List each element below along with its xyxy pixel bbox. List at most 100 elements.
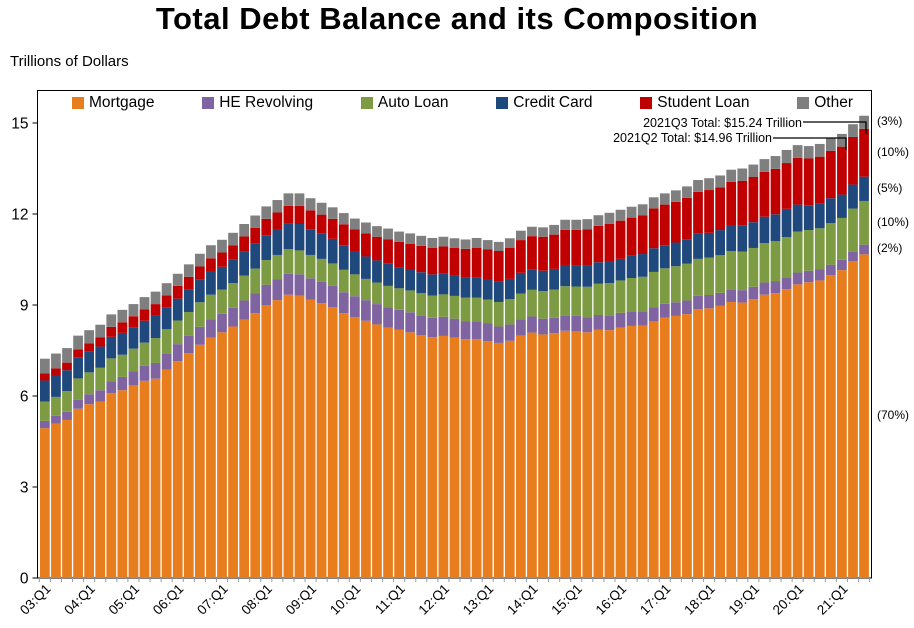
bar-segment-he-revolving — [73, 399, 83, 409]
bar-segment-credit-card — [527, 269, 537, 290]
bar-segment-credit-card — [604, 261, 615, 284]
bar-segment-auto-loan — [84, 372, 95, 395]
bar-segment-he-revolving — [781, 277, 792, 290]
bar-segment-student-loan — [504, 247, 515, 279]
bar-segment-credit-card — [95, 346, 106, 368]
bar-segment-auto-loan — [449, 295, 460, 319]
bar-segment-other — [383, 228, 393, 240]
bar-segment-he-revolving — [825, 264, 836, 276]
bar-segment-other — [516, 230, 526, 241]
bar-segment-he-revolving — [737, 290, 748, 303]
bar-segment-mortgage — [183, 353, 194, 578]
bar-segment-auto-loan — [549, 289, 559, 318]
bar-segment-auto-loan — [161, 329, 172, 354]
bar-segment-he-revolving — [40, 420, 50, 429]
bar-segment-he-revolving — [648, 307, 659, 322]
bar-segment-student-loan — [261, 218, 272, 236]
bar-segment-auto-loan — [172, 320, 183, 345]
bar-segment-student-loan — [84, 343, 95, 352]
bar-segment-he-revolving — [316, 281, 327, 304]
bar-segment-student-loan — [527, 236, 537, 270]
bar-segment-student-loan — [383, 239, 393, 264]
bar-segment-other — [659, 193, 670, 205]
bar-segment-auto-loan — [62, 391, 72, 412]
bar-segment-he-revolving — [615, 312, 626, 328]
bar-segment-auto-loan — [626, 278, 637, 312]
bar-segment-he-revolving — [682, 300, 692, 315]
bar-segment-mortgage — [84, 404, 95, 578]
bar-segment-other — [372, 226, 382, 237]
bar-segment-student-loan — [438, 246, 449, 274]
bar-segment-auto-loan — [538, 291, 548, 319]
bar-segment-mortgage — [615, 327, 626, 578]
bar-segment-student-loan — [228, 245, 238, 260]
share-label-credit-card: (5%) — [877, 180, 903, 195]
bar-segment-he-revolving — [106, 381, 117, 394]
bar-segment-other — [792, 145, 803, 158]
bar-segment-other — [294, 193, 305, 206]
bar-segment-credit-card — [372, 260, 382, 283]
bar-segment-student-loan — [460, 248, 471, 278]
bar-segment-he-revolving — [538, 318, 548, 335]
bar-segment-mortgage — [383, 327, 393, 578]
bar-segment-credit-card — [261, 235, 272, 261]
bar-segment-auto-loan — [294, 250, 305, 275]
bar-segment-auto-loan — [150, 338, 161, 363]
bar-segment-student-loan — [95, 337, 106, 347]
bar-segment-other — [538, 227, 548, 237]
bar-segment-he-revolving — [792, 272, 803, 285]
bar-segment-mortgage — [604, 330, 615, 578]
bar-segment-he-revolving — [449, 318, 460, 338]
bar-segment-mortgage — [582, 332, 593, 578]
bar-segment-mortgage — [361, 320, 371, 578]
bar-segment-credit-card — [338, 245, 349, 270]
bar-segment-he-revolving — [637, 311, 648, 326]
bar-segment-he-revolving — [549, 317, 559, 334]
bar-segment-mortgage — [228, 326, 238, 578]
bar-segment-auto-loan — [693, 258, 703, 296]
bar-segment-auto-loan — [726, 251, 737, 290]
bar-segment-auto-loan — [183, 311, 194, 336]
bar-segment-mortgage — [206, 337, 216, 578]
bar-segment-other — [770, 156, 781, 169]
bar-segment-auto-loan — [383, 285, 393, 308]
bar-segment-student-loan — [239, 236, 250, 252]
bar-segment-mortgage — [759, 294, 770, 578]
bar-segment-student-loan — [161, 295, 172, 308]
bar-segment-he-revolving — [803, 270, 814, 283]
bar-segment-mortgage — [659, 317, 670, 578]
share-label-mortgage: (70%) — [877, 408, 910, 423]
bar-segment-credit-card — [803, 205, 814, 231]
bar-segment-auto-loan — [493, 301, 504, 327]
bar-segment-credit-card — [73, 357, 83, 379]
bar-segment-auto-loan — [759, 243, 770, 283]
x-axis-tick-label: 17:Q1 — [637, 581, 674, 618]
bar-segment-auto-loan — [837, 217, 847, 260]
bar-segment-other — [504, 238, 515, 248]
bar-segment-he-revolving — [560, 315, 571, 331]
y-axis-tick-label: 6 — [20, 389, 29, 406]
bar-segment-mortgage — [73, 408, 83, 578]
bar-segment-auto-loan — [825, 223, 836, 265]
x-axis-tick-label: 15:Q1 — [548, 581, 585, 618]
bar-segment-other — [582, 219, 593, 230]
bar-segment-mortgage — [648, 321, 659, 578]
bar-segment-other — [172, 273, 183, 286]
bar-segment-student-loan — [73, 349, 83, 358]
bar-segment-other — [349, 218, 360, 230]
bar-segment-mortgage — [538, 334, 548, 578]
bar-segment-he-revolving — [117, 376, 128, 391]
bar-segment-mortgage — [239, 319, 250, 578]
bar-segment-auto-loan — [814, 228, 825, 270]
bar-segment-student-loan — [549, 234, 559, 269]
x-axis-tick-label: 13:Q1 — [460, 581, 497, 618]
bar-segment-auto-loan — [327, 263, 338, 286]
bar-segment-student-loan — [62, 362, 72, 371]
bar-segment-he-revolving — [294, 274, 305, 296]
bar-segment-student-loan — [792, 157, 803, 205]
bar-segment-auto-loan — [571, 286, 582, 316]
bar-segment-he-revolving — [361, 300, 371, 321]
bar-segment-other — [206, 245, 216, 259]
bar-segment-auto-loan — [460, 297, 471, 322]
